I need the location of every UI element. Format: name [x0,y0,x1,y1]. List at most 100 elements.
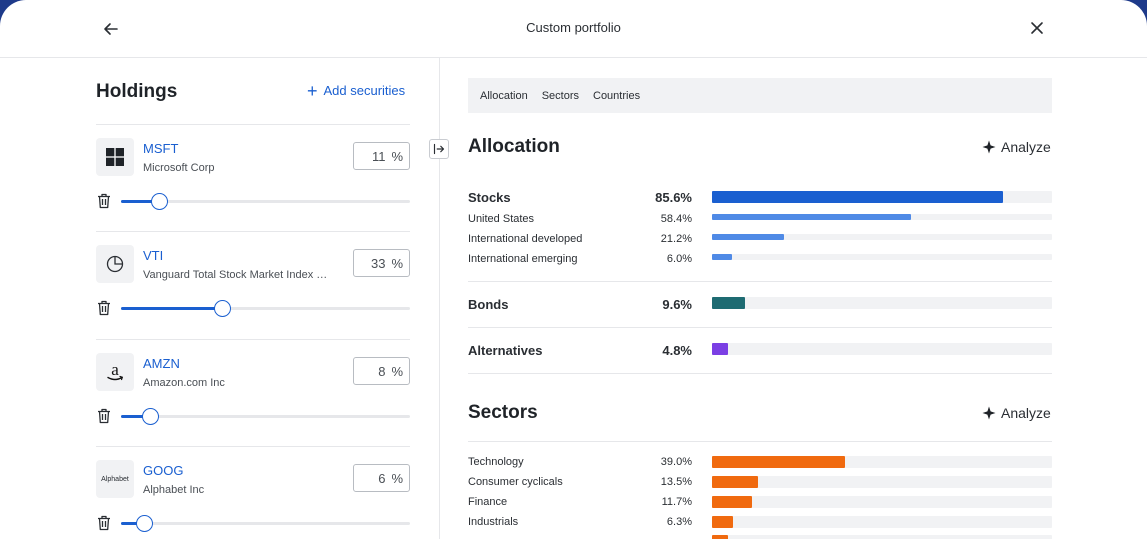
percent-unit: % [391,255,403,271]
sectors-analyze-button[interactable]: Analyze [982,405,1051,421]
percent-unit: % [391,470,403,486]
slider-thumb[interactable] [150,193,168,210]
add-securities-label: Add securities [323,83,406,98]
close-icon[interactable] [1027,18,1047,38]
slider-fill [121,522,145,525]
holding-row: MSFT Microsoft Corp 11% [96,124,410,231]
page-title: Custom portfolio [526,20,621,35]
row-value: 21.2% [660,233,692,245]
tab-bar: Allocation Sectors Countries [468,78,1052,113]
security-name: Amazon.com Inc [143,377,225,389]
allocation-row: International developed 21.2% [468,230,1052,250]
plus-icon: + [307,80,318,101]
allocation-row: Bonds 9.6% [468,296,1052,316]
bar-track [712,191,1052,203]
holding-row: a AMZN Amazon.com Inc 8% [96,339,410,446]
bar-fill [712,234,785,240]
ticker-link[interactable]: AMZN [143,356,180,371]
row-label: Finance [468,496,508,508]
bar-fill [712,254,733,260]
bar-fill [712,516,734,528]
slider-thumb[interactable] [214,300,232,317]
svg-text:a: a [111,361,119,379]
allocation-row: Finance 11.7% [468,493,1052,513]
add-securities-button[interactable]: + Add securities [307,80,406,101]
allocation-row: Consumer cyclicals 13.5% [468,473,1052,493]
slider-fill [121,200,159,203]
row-label: Alternatives [468,343,543,358]
bar-fill [712,476,758,488]
row-value: 4.8% [662,343,692,358]
trash-icon[interactable] [97,408,111,424]
holding-row: Alphabet GOOG Alphabet Inc 6% [96,446,410,539]
percent-unit: % [391,148,403,164]
sectors-title: Sectors [468,402,538,423]
row-label: International developed [468,233,583,245]
ticker-link[interactable]: GOOG [143,463,184,478]
allocation-row: Stocks 85.6% [468,189,1052,209]
allocation-row: Industrials 6.3% [468,513,1052,533]
percent-value: 6 [378,470,386,486]
weight-slider[interactable] [121,408,410,425]
bar-fill [712,297,745,309]
analyze-label: Analyze [1001,139,1051,155]
holdings-title: Holdings [96,81,178,102]
bar-track [712,496,1052,508]
row-label: Industrials [468,516,519,528]
row-value: 85.6% [655,190,692,205]
allocation-analyze-button[interactable]: Analyze [982,139,1051,155]
sparkle-icon [982,140,996,154]
analyze-label: Analyze [1001,405,1051,421]
row-value: 58.4% [660,213,692,225]
tab-allocation[interactable]: Allocation [480,89,528,102]
percent-input[interactable]: 33% [353,249,410,277]
bar-track [712,297,1052,309]
row-value: 39.0% [660,456,692,468]
bar-track [712,214,1052,220]
microsoft-logo [96,138,134,176]
percent-value: 8 [378,363,386,379]
bar-fill [712,496,752,508]
trash-icon[interactable] [97,300,111,316]
back-arrow-icon[interactable] [101,19,121,39]
alphabet-logo-text: Alphabet [101,475,129,483]
divider [468,281,1052,282]
slider-thumb[interactable] [136,515,154,532]
percent-input[interactable]: 8% [353,357,410,385]
divider [468,441,1052,442]
weight-slider[interactable] [121,515,410,532]
bar-track [712,456,1052,468]
collapse-panel-icon[interactable] [429,139,449,159]
allocation-row: International emerging 6.0% [468,250,1052,270]
weight-slider[interactable] [121,193,410,210]
percent-input[interactable]: 6% [353,464,410,492]
slider-fill [121,415,150,418]
allocation-row: United States 58.4% [468,210,1052,230]
row-value: 6.3% [666,516,692,528]
top-bar: Custom portfolio [0,0,1147,58]
row-label: Technology [468,456,524,468]
allocation-row: Technology 39.0% [468,453,1052,473]
row-label: International emerging [468,253,578,265]
row-value: 13.5% [660,476,692,488]
ticker-link[interactable]: MSFT [143,141,179,156]
trash-icon[interactable] [97,193,111,209]
row-label: Consumer cyclicals [468,476,563,488]
tab-countries[interactable]: Countries [593,89,641,102]
weight-slider[interactable] [121,300,410,317]
bar-track [712,535,1052,539]
ticker-link[interactable]: VTI [143,248,164,263]
slider-thumb[interactable] [141,408,159,425]
slider-fill [121,307,223,310]
sparkle-icon [982,406,996,420]
percent-unit: % [391,363,403,379]
percent-input[interactable]: 11% [353,142,410,170]
panel-divider [439,58,440,539]
trash-icon[interactable] [97,515,111,531]
tab-sectors[interactable]: Sectors [541,89,579,102]
bar-fill [712,214,911,220]
row-label: United States [468,213,535,225]
security-name: Alphabet Inc [143,484,205,496]
security-name: Microsoft Corp [143,162,215,174]
allocation-row: Alternatives 4.8% [468,342,1052,362]
